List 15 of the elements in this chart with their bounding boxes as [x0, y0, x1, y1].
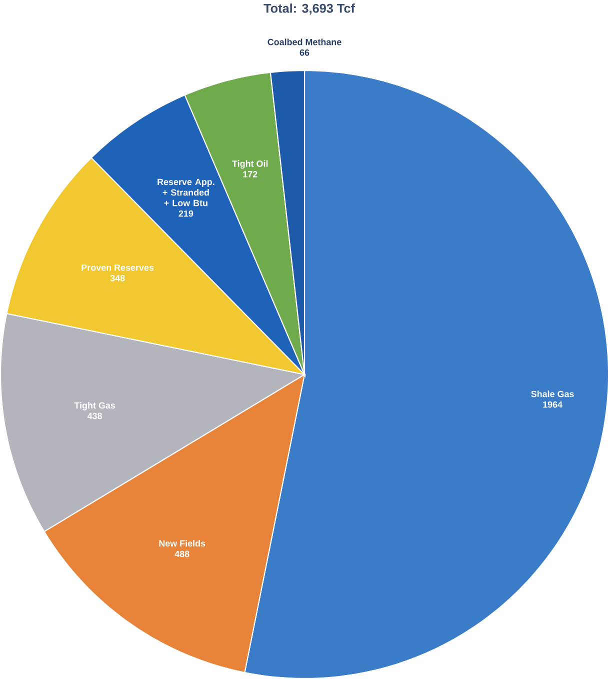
data-label: 219: [178, 210, 194, 217]
data-label: 438: [87, 412, 102, 420]
slice-label: Shale Gas: [531, 390, 574, 398]
slice-label: Proven Reserves: [82, 264, 154, 271]
chart-title: Total: 3,693 Tcf: [264, 4, 356, 15]
data-label: 1964: [543, 401, 562, 408]
slice-label: Tight Oil: [232, 160, 268, 169]
slice-label: New Fields: [159, 540, 206, 547]
data-label: 488: [174, 550, 190, 558]
data-label: 172: [243, 171, 258, 178]
slice-label: Tight Gas: [74, 402, 116, 410]
slice-label: Reserve App. + Stranded + Low Btu: [158, 178, 214, 206]
data-label: 348: [110, 274, 125, 282]
data-label: 66: [300, 49, 310, 56]
slice-label: Coalbed Methane: [268, 38, 342, 46]
